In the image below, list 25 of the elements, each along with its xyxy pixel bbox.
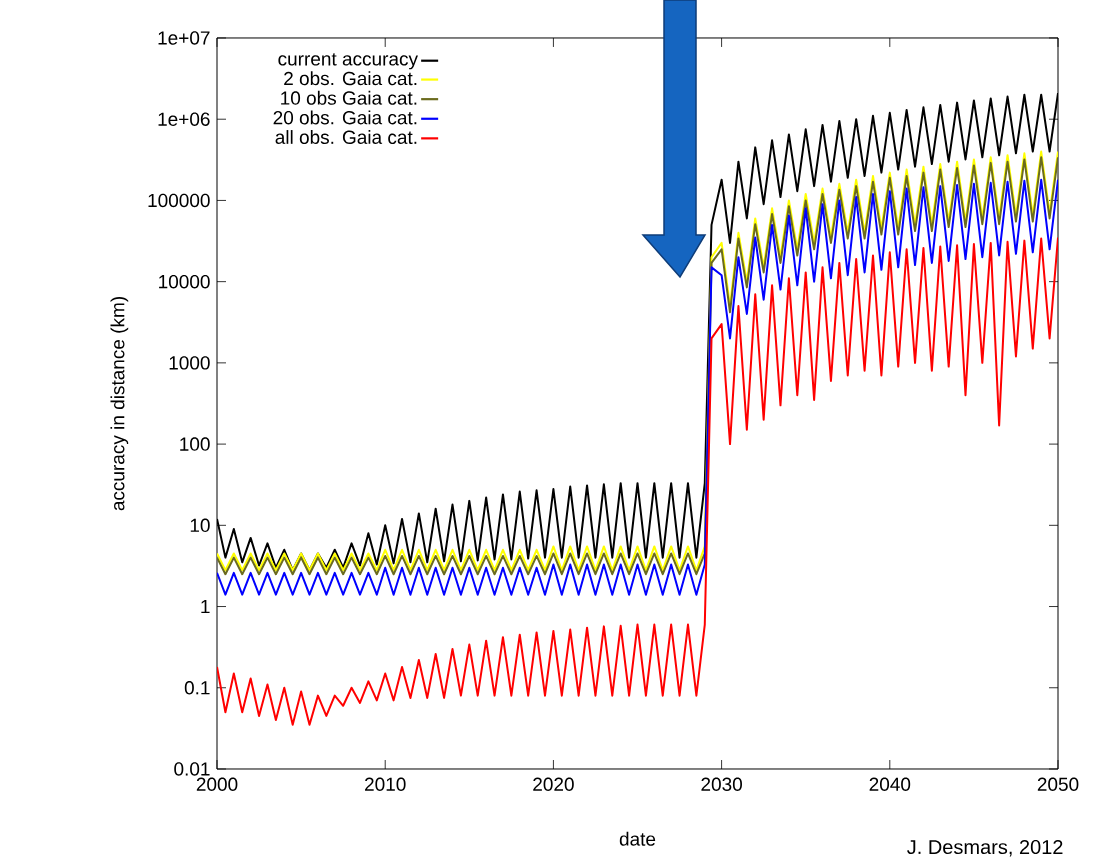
y-tick-label: 1e+07 [158,31,210,45]
x-tick-label: 2030 [701,777,742,791]
text: J. Desmars, 2012 [907,839,1063,857]
legend-label: 20 obs. Gaia cat. [273,110,417,125]
legend-label: 10 obs Gaia cat. [281,90,417,105]
x-tick-label: 2000 [196,777,238,791]
x-tick-label: 2020 [533,777,574,791]
y-tick-label: 1000 [169,356,210,370]
y-tick-label: 100 [180,437,210,451]
y-axis-title: accuracy in distance (km) [110,296,129,511]
y-tick-label: 10 [190,518,210,533]
legend-label: current accuracy [278,53,418,70]
y-tick-label: 10000 [159,274,210,289]
x-tick-label: 2040 [869,777,911,791]
x-tick-label: 2050 [1037,777,1079,791]
y-tick-label: 1e+06 [158,112,210,126]
legend-label: 2 obs. Gaia cat. [284,71,417,86]
y-tick-label: 0.01 [174,762,210,776]
line-series [217,236,1059,726]
legend-label: all obs. Gaia cat. [275,130,417,145]
y-tick-label: 1 [201,600,210,614]
x-axis-title: date [619,831,656,846]
y-tick-label: 0.1 [184,681,210,695]
y-tick-label: 100000 [148,193,210,208]
x-tick-label: 2010 [365,777,406,791]
